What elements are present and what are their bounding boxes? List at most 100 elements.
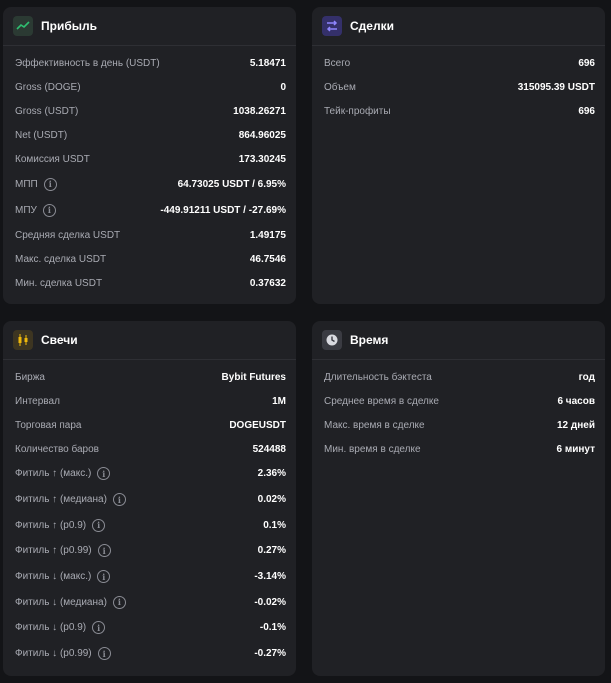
profit-card-title: Прибыль (41, 19, 97, 33)
row-label: Фитиль ↑ (p0.9) i (15, 518, 106, 532)
row-label: Мин. время в сделке (324, 443, 421, 455)
row-value: 2.36% (257, 468, 286, 480)
row-label: Длительность бэктеста (324, 371, 432, 383)
info-icon[interactable]: i (42, 203, 56, 217)
row-label-text: Торговая пара (15, 419, 82, 431)
chart-line-icon (13, 16, 33, 36)
time-row: Среднее время в сделке 6 часов (312, 389, 605, 413)
candles-row: Фитиль ↓ (p0.99) i -0.27% (3, 641, 296, 667)
row-label: Фитиль ↓ (p0.99) i (15, 647, 111, 661)
row-label-text: Фитиль ↑ (макс.) (15, 468, 92, 480)
deals-row: Всего 696 (312, 51, 605, 75)
row-value: 1M (272, 395, 286, 407)
deals-row: Объем 315095.39 USDT (312, 75, 605, 99)
row-label: МПУ i (15, 203, 56, 217)
row-label: Макс. время в сделке (324, 419, 425, 431)
time-row: Мин. время в сделке 6 минут (312, 437, 605, 461)
info-icon[interactable]: i (97, 647, 111, 661)
row-label-text: Net (USDT) (15, 129, 68, 141)
row-label: Фитиль ↑ (медиана) i (15, 493, 126, 507)
profit-card: Прибыль Эффективность в день (USDT) 5.18… (3, 7, 296, 304)
row-label: Net (USDT) (15, 130, 67, 141)
profit-row: Gross (USDT) 1038.26271 (3, 99, 296, 123)
info-icon[interactable]: i (92, 621, 106, 635)
profit-card-header: Прибыль (3, 7, 296, 46)
row-label-text: Фитиль ↑ (p0.99) (15, 545, 92, 557)
profit-row: МПУ i -449.91211 USDT / -27.69% (3, 197, 296, 223)
row-value: 64.73025 USDT / 6.95% (177, 178, 286, 190)
row-label: Интервал (15, 396, 60, 407)
row-label: Фитиль ↓ (p0.9) i (15, 621, 106, 635)
info-icon[interactable]: i (92, 518, 106, 532)
row-label: Gross (USDT) (15, 106, 78, 117)
info-icon[interactable]: i (112, 493, 126, 507)
candles-row: Фитиль ↑ (макс.) i 2.36% (3, 461, 296, 487)
info-icon[interactable]: i (97, 544, 111, 558)
row-label-text: МПП (15, 178, 38, 190)
row-value: 0.1% (263, 519, 286, 531)
candles-row: Торговая пара DOGEUSDT (3, 413, 296, 437)
row-value: 12 дней (557, 419, 595, 431)
row-label-text: Gross (USDT) (15, 105, 79, 117)
deals-card-header: Сделки (312, 7, 605, 46)
info-icon[interactable]: i (112, 595, 126, 609)
candles-row: Фитиль ↑ (p0.9) i 0.1% (3, 512, 296, 538)
candles-card-title: Свечи (41, 333, 78, 347)
row-value: 864.96025 (238, 129, 286, 141)
profit-rows: Эффективность в день (USDT) 5.18471 Gros… (3, 46, 296, 295)
row-label-text: Фитиль ↓ (p0.9) (15, 622, 87, 634)
row-label-text: Биржа (15, 371, 45, 383)
row-label-text: Мин. сделка USDT (15, 277, 103, 289)
row-value: 1.49175 (249, 229, 286, 241)
row-value: 315095.39 USDT (517, 81, 595, 93)
row-label-text: Фитиль ↓ (p0.99) (15, 648, 92, 660)
row-value: 0.37632 (249, 277, 286, 289)
row-label-text: Фитиль ↑ (медиана) (15, 494, 107, 506)
row-label-text: Средняя сделка USDT (15, 229, 121, 241)
profit-row: Макс. сделка USDT 46.7546 (3, 247, 296, 271)
profit-row: Средняя сделка USDT 1.49175 (3, 223, 296, 247)
row-label: Тейк-профиты (324, 105, 391, 117)
row-value: 696 (578, 57, 595, 69)
info-icon[interactable]: i (43, 177, 57, 191)
deals-card-title: Сделки (350, 19, 394, 33)
row-value: 5.18471 (249, 57, 286, 69)
row-label: Фитиль ↓ (макс.) i (15, 570, 111, 584)
row-value: Bybit Futures (221, 371, 286, 383)
row-label-text: Интервал (15, 395, 60, 407)
row-label: Всего (324, 57, 351, 69)
profit-row: Net (USDT) 864.96025 (3, 123, 296, 147)
row-value: 0.02% (257, 494, 286, 506)
row-label: Средняя сделка USDT (15, 230, 120, 241)
row-label: Фитиль ↓ (медиана) i (15, 595, 126, 609)
time-row: Макс. время в сделке 12 дней (312, 413, 605, 437)
deals-row: Тейк-профиты 696 (312, 99, 605, 123)
time-rows: Длительность бэктеста год Среднее время … (312, 360, 605, 461)
row-label: Комиссия USDT (15, 154, 90, 165)
time-card-header: Время (312, 321, 605, 360)
row-value: 0 (280, 81, 286, 93)
row-label-text: Эффективность в день (USDT) (15, 57, 160, 69)
info-icon[interactable]: i (97, 570, 111, 584)
profit-row: Мин. сделка USDT 0.37632 (3, 271, 296, 295)
swap-arrows-icon (322, 16, 342, 36)
profit-row: Комиссия USDT 173.30245 (3, 147, 296, 171)
candles-row: Интервал 1M (3, 389, 296, 413)
time-card: Время Длительность бэктеста год Среднее … (312, 321, 605, 676)
row-label-text: Фитиль ↓ (макс.) (15, 571, 92, 583)
deals-rows: Всего 696 Объем 315095.39 USDT Тейк-проф… (312, 46, 605, 123)
candles-row: Биржа Bybit Futures (3, 365, 296, 389)
profit-row: Gross (DOGE) 0 (3, 75, 296, 99)
candles-row: Фитиль ↓ (p0.9) i -0.1% (3, 615, 296, 641)
info-icon[interactable]: i (97, 467, 111, 481)
row-label-text: Комиссия USDT (15, 153, 90, 165)
row-value: 696 (578, 105, 595, 117)
row-label: Эффективность в день (USDT) (15, 58, 160, 69)
time-card-title: Время (350, 333, 389, 347)
row-value: DOGEUSDT (229, 419, 286, 431)
row-value: -449.91211 USDT / -27.69% (160, 204, 286, 216)
row-label-text: Макс. сделка USDT (15, 253, 107, 265)
deals-card: Сделки Всего 696 Объем 315095.39 USDT Те… (312, 7, 605, 304)
row-label: Фитиль ↑ (макс.) i (15, 467, 111, 481)
row-value: 0.27% (257, 545, 286, 557)
